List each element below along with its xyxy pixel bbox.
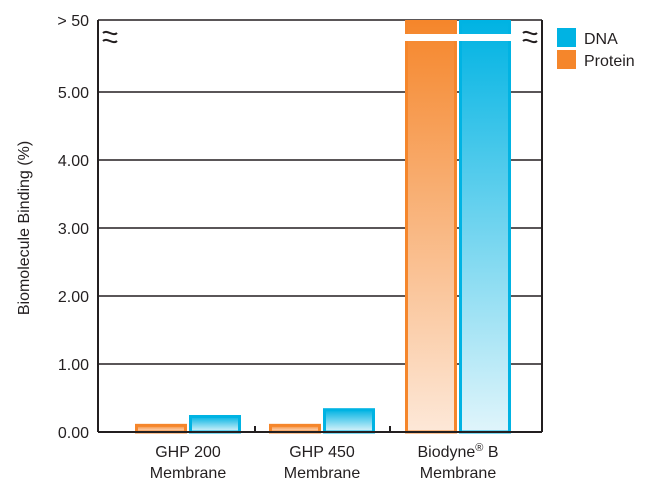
y-break-label: > 50 [57,13,89,30]
axis-labels: Biomolecule Binding (%) [16,141,33,315]
left-axis-break-squiggle [102,30,118,44]
dna-legend-swatch [557,28,576,47]
right-axis-break-squiggle [522,30,538,44]
dna-bar [459,20,511,434]
legend: DNA Protein [557,28,635,70]
dna-bar [189,415,241,434]
protein-bar [405,20,457,434]
y-tick-label: 4.00 [58,153,89,170]
y-axis-title: Biomolecule Binding (%) [16,141,33,315]
y-tick-label: 1.00 [58,357,89,374]
dna-legend-label: DNA [584,31,618,48]
dna-bar [323,408,375,434]
right-axis-break-squiggle-gap [524,32,536,42]
x-category-label-line2: Membrane [420,465,497,482]
axes: 0.00 1.00 2.00 3.00 4.00 5.00 > 50 GHP 200 Membr… [57,13,543,482]
protein-legend-label: Protein [584,53,635,70]
protein-legend-swatch [557,50,576,69]
y-tick-label: 0.00 [58,425,89,442]
y-tick-label: 3.00 [58,221,89,238]
x-category-label-line2: Membrane [150,465,227,482]
y-tick-label: 2.00 [58,289,89,306]
x-category-label: GHP 200 [155,444,221,461]
axis-break-band [100,34,540,41]
bars [135,20,511,434]
left-axis-break-squiggle-gap [104,32,116,42]
x-category-label: Biodyne® B [417,442,498,461]
x-category-label-line2: Membrane [284,465,361,482]
y-tick-label: 5.00 [58,85,89,102]
x-category-label: GHP 450 [289,444,355,461]
